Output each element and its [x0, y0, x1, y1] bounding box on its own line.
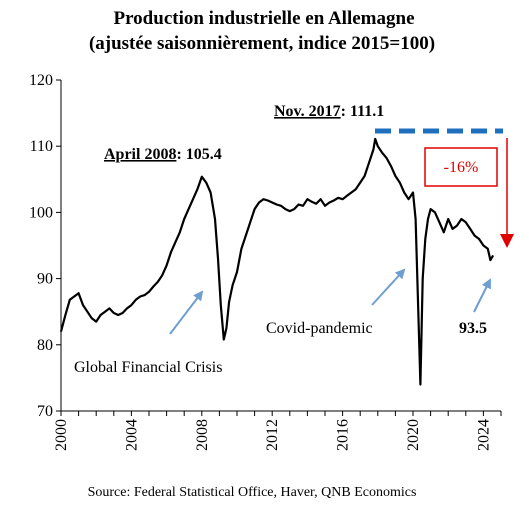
series-line-industrial-production [59, 137, 495, 386]
covid-arrow [371, 268, 406, 306]
peak-2017-date: Nov. 2017 [274, 103, 341, 120]
gfc-label: Global Financial Crisis [74, 359, 222, 376]
last-value-arrow [473, 278, 491, 313]
peak-2017-value: : 111.1 [341, 103, 385, 120]
x-tick-label: 2016 [335, 419, 352, 451]
y-tick-label: 70 [37, 403, 53, 420]
y-tick-label: 90 [37, 271, 53, 288]
y-tick-label: 110 [30, 138, 53, 155]
plot-annotations: -16% April 2008: 105.4 Nov. 2017: 111.1 … [74, 103, 514, 376]
y-tick-label: 100 [29, 204, 53, 221]
gfc-arrow [169, 290, 204, 335]
decline-box [424, 147, 498, 187]
y-axis: 70 80 90 100 110 120 [29, 72, 62, 420]
x-tick-label: 2004 [123, 419, 140, 451]
covid-label: Covid-pandemic [266, 320, 373, 337]
peak-2008-label: April 2008: 105.4 [104, 146, 222, 163]
x-tick-label: 2020 [405, 419, 422, 451]
y-tick-label: 120 [29, 72, 53, 89]
peak-2008-value: : 105.4 [176, 146, 221, 163]
chart-title-line-1: Production industrielle en Allemagne [113, 8, 414, 29]
x-tick-label: 2008 [194, 419, 211, 451]
x-tick-label: 2024 [475, 419, 492, 451]
last-value-label: 93.5 [459, 320, 487, 337]
source-note: Source: Federal Statistical Office, Have… [88, 485, 417, 500]
x-tick-label: 2012 [264, 419, 281, 451]
decline-label: -16% [444, 159, 479, 176]
x-axis: 2000 2004 2008 2012 2016 2020 2024 [53, 410, 502, 451]
peak-2017-label: Nov. 2017: 111.1 [274, 103, 384, 120]
series-layer [59, 137, 495, 386]
y-tick-label: 80 [37, 337, 53, 354]
x-tick-label: 2000 [53, 419, 70, 451]
peak-2008-date: April 2008 [104, 146, 176, 163]
chart-title-line-2: (ajustée saisonnièrement, indice 2015=10… [89, 33, 435, 54]
